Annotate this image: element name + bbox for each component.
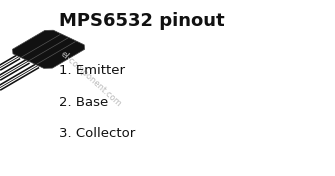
Text: 3. Collector: 3. Collector (59, 127, 135, 140)
Text: el-component.com: el-component.com (58, 49, 123, 109)
Text: 1. Emitter: 1. Emitter (59, 64, 125, 77)
Text: MPS6532 pinout: MPS6532 pinout (59, 12, 224, 30)
Polygon shape (12, 30, 85, 68)
Text: 2. Base: 2. Base (59, 96, 108, 109)
